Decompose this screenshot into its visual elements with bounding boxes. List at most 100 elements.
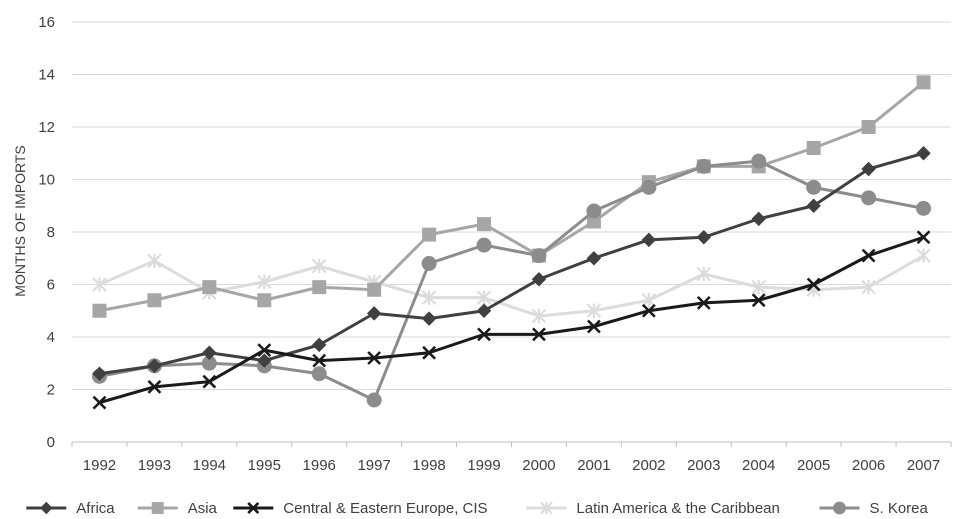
data-point: [861, 248, 876, 263]
legend-marker: [540, 501, 553, 515]
data-point: [696, 230, 711, 245]
data-point: [531, 308, 547, 324]
x-tick-label: 1997: [357, 457, 390, 474]
legend-marker: [833, 501, 846, 515]
series-central-eastern-europe-cis: [92, 230, 931, 410]
x-tick-label: 1999: [467, 457, 500, 474]
data-point: [751, 279, 766, 295]
data-point: [476, 290, 492, 305]
data-point: [916, 230, 931, 245]
x-tick-label: 2001: [577, 457, 610, 474]
legend-label: S. Korea: [870, 500, 929, 517]
legend-item: Central & Eastern Europe, CIS: [233, 500, 488, 517]
data-point: [421, 256, 437, 271]
legend-label: Central & Eastern Europe, CIS: [283, 500, 487, 517]
series-layer: [91, 75, 932, 410]
x-tick-label: 2007: [907, 457, 940, 474]
y-tick-label: 12: [38, 119, 55, 136]
data-point: [861, 120, 876, 134]
data-point: [202, 345, 217, 360]
data-point: [312, 337, 327, 353]
data-point: [751, 153, 767, 169]
data-point: [421, 290, 437, 305]
data-point: [422, 227, 437, 242]
x-tick-label: 1995: [248, 457, 281, 474]
series-line: [99, 151, 924, 376]
data-point: [806, 141, 821, 155]
data-point: [366, 306, 382, 321]
data-point: [312, 280, 327, 295]
data-point: [421, 311, 437, 326]
data-point: [696, 266, 712, 282]
data-point: [477, 217, 492, 232]
data-point: [476, 237, 492, 253]
data-point: [861, 190, 877, 206]
series-line: [99, 159, 924, 402]
data-point: [147, 293, 162, 308]
legend-item: Asia: [137, 500, 218, 517]
x-tick-label: 1994: [193, 457, 226, 474]
legend-item: Africa: [26, 500, 115, 517]
x-tick-label: 2005: [797, 457, 830, 474]
data-point: [641, 303, 656, 318]
data-point: [92, 277, 107, 292]
data-point: [586, 203, 602, 219]
data-point: [531, 248, 547, 264]
data-point: [861, 161, 876, 177]
series-asia: [92, 75, 931, 318]
y-tick-label: 2: [47, 382, 55, 399]
legend-label: Latin America & the Caribbean: [576, 500, 779, 517]
data-point: [751, 211, 766, 227]
data-point: [806, 277, 821, 292]
data-point: [586, 251, 602, 266]
data-point: [147, 379, 162, 394]
x-tick-label: 1996: [303, 457, 336, 474]
legend-marker: [151, 502, 164, 514]
data-point: [257, 274, 272, 290]
data-point: [916, 146, 931, 161]
data-point: [257, 353, 272, 368]
x-tick-label: 2000: [522, 457, 555, 474]
data-point: [366, 392, 382, 408]
data-point: [532, 327, 546, 342]
data-point: [367, 351, 382, 365]
data-point: [586, 303, 602, 319]
data-point: [586, 214, 601, 229]
data-point: [916, 75, 931, 90]
legend-label: Africa: [76, 500, 115, 517]
legend-marker: [247, 501, 260, 515]
data-point: [147, 253, 162, 269]
series-africa: [92, 146, 931, 381]
data-point: [641, 179, 657, 195]
data-point: [367, 282, 382, 297]
data-point: [751, 293, 766, 308]
y-tick-label: 10: [38, 172, 55, 189]
data-point: [531, 272, 547, 287]
gridlines: [72, 21, 951, 390]
data-point: [861, 279, 876, 295]
x-tick-label: 1992: [83, 457, 116, 474]
data-point: [92, 395, 107, 410]
data-point: [696, 295, 711, 310]
data-point: [806, 179, 822, 195]
data-point: [92, 303, 107, 318]
data-point: [586, 319, 601, 334]
series-line: [98, 254, 925, 318]
legend-item: Latin America & the Caribbean: [526, 500, 780, 517]
data-point: [311, 366, 327, 382]
data-point: [422, 345, 437, 360]
legend: Africa Asia Central & Eastern Europe, CIS L…: [26, 500, 929, 517]
series-s-korea: [91, 153, 932, 408]
x-tick-label: 2003: [687, 457, 720, 474]
data-point: [476, 303, 492, 318]
data-point: [696, 158, 712, 174]
y-tick-label: 8: [47, 224, 55, 241]
legend-marker: [40, 501, 53, 515]
axes: 0 2 4 6 8 10 12 14 16 1992 1993 1994 1995 1996 1997 199…: [38, 14, 952, 474]
data-point: [202, 280, 217, 295]
x-tick-label: 2004: [742, 457, 775, 474]
legend-label: Asia: [188, 500, 218, 517]
data-point: [92, 366, 107, 381]
data-point: [201, 355, 217, 371]
